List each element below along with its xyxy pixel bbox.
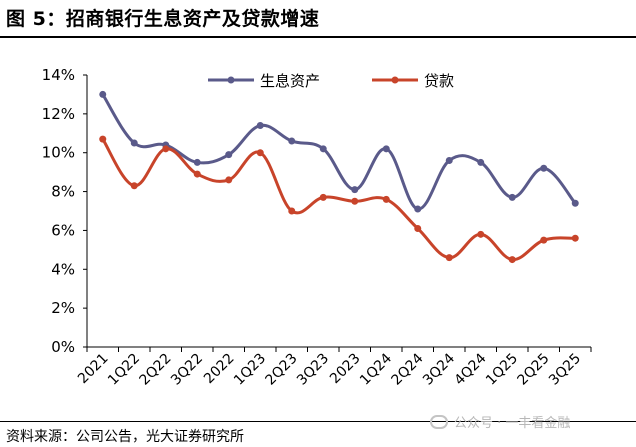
data-point bbox=[288, 137, 296, 145]
y-tick-label: 10% bbox=[42, 144, 75, 162]
line-chart: 0%2%4%6%8%10%12%14%20211Q222Q223Q2220221… bbox=[42, 66, 592, 389]
data-point bbox=[319, 145, 327, 153]
source-note: 资料来源：公司公告，光大证券研究所 bbox=[6, 429, 244, 445]
series-line bbox=[101, 93, 577, 211]
series-1 bbox=[99, 90, 579, 213]
y-tick-label: 2% bbox=[51, 299, 75, 317]
data-point bbox=[540, 164, 548, 172]
data-point bbox=[130, 139, 138, 147]
data-point bbox=[162, 145, 170, 153]
data-point bbox=[477, 230, 485, 238]
series-line bbox=[101, 138, 576, 262]
watermark: 公众号 · 一丰看金融 bbox=[430, 412, 570, 431]
data-point bbox=[571, 234, 579, 242]
x-tick-label: 2Q25 bbox=[515, 351, 553, 389]
y-tick-label: 14% bbox=[42, 66, 75, 84]
y-tick-label: 12% bbox=[42, 105, 75, 123]
x-tick-label: 1Q24 bbox=[357, 350, 395, 388]
data-point bbox=[351, 197, 359, 205]
wechat-icon bbox=[430, 414, 448, 429]
data-point bbox=[130, 182, 138, 190]
data-point bbox=[540, 236, 548, 244]
data-point bbox=[445, 254, 453, 262]
data-point bbox=[225, 151, 233, 159]
legend-swatch-marker bbox=[391, 76, 399, 84]
data-point bbox=[414, 205, 422, 213]
data-point bbox=[382, 195, 390, 203]
y-tick-label: 0% bbox=[51, 338, 75, 356]
data-point bbox=[319, 193, 327, 201]
data-point bbox=[288, 207, 296, 215]
y-tick-label: 4% bbox=[51, 260, 75, 278]
series-layer bbox=[99, 90, 579, 264]
data-point bbox=[193, 158, 201, 166]
title-divider bbox=[0, 36, 636, 38]
y-tick-label: 8% bbox=[51, 183, 75, 201]
data-point bbox=[99, 90, 107, 98]
data-point bbox=[225, 176, 233, 184]
x-tick-label: 3Q22 bbox=[168, 351, 206, 389]
legend-label: 贷款 bbox=[424, 72, 454, 90]
x-tick-label: 3Q23 bbox=[294, 351, 332, 389]
figure-title: 图 5：招商银行生息资产及贷款增速 bbox=[6, 8, 320, 30]
data-point bbox=[445, 156, 453, 164]
x-tick-label: 3Q25 bbox=[546, 351, 584, 389]
legend-label: 生息资产 bbox=[260, 72, 320, 90]
legend-swatch-marker bbox=[227, 76, 235, 84]
x-tick-label: 1Q23 bbox=[231, 351, 269, 389]
data-point bbox=[508, 256, 516, 264]
data-point bbox=[571, 199, 579, 207]
legend-item: 生息资产 bbox=[208, 72, 320, 90]
axis-layer: 0%2%4%6%8%10%12%14%20211Q222Q223Q2220221… bbox=[42, 66, 592, 389]
data-point bbox=[99, 135, 107, 143]
data-point bbox=[508, 193, 516, 201]
data-point bbox=[382, 145, 390, 153]
data-point bbox=[351, 186, 359, 194]
x-tick-label: 2Q23 bbox=[263, 351, 301, 389]
x-tick-label: 2Q24 bbox=[389, 350, 427, 388]
x-tick-label: 2Q22 bbox=[137, 351, 175, 389]
x-tick-label: 2022 bbox=[201, 351, 238, 388]
x-tick-label: 4Q24 bbox=[452, 350, 490, 388]
data-point bbox=[477, 158, 485, 166]
legend-item: 贷款 bbox=[372, 72, 454, 90]
y-tick-label: 6% bbox=[51, 221, 75, 239]
legend: 生息资产 贷款 bbox=[208, 72, 454, 90]
x-tick-label: 1Q25 bbox=[483, 351, 521, 389]
series-2 bbox=[99, 135, 579, 264]
x-tick-label: 1Q22 bbox=[105, 351, 143, 389]
x-tick-label: 2021 bbox=[75, 351, 112, 388]
x-tick-label: 3Q24 bbox=[420, 350, 458, 388]
data-point bbox=[256, 122, 264, 130]
x-tick-label: 2023 bbox=[327, 351, 364, 388]
data-point bbox=[256, 149, 264, 157]
data-point bbox=[193, 170, 201, 178]
footer-divider bbox=[0, 421, 636, 422]
watermark-text: 公众号 · 一丰看金融 bbox=[454, 416, 571, 431]
data-point bbox=[414, 224, 422, 232]
